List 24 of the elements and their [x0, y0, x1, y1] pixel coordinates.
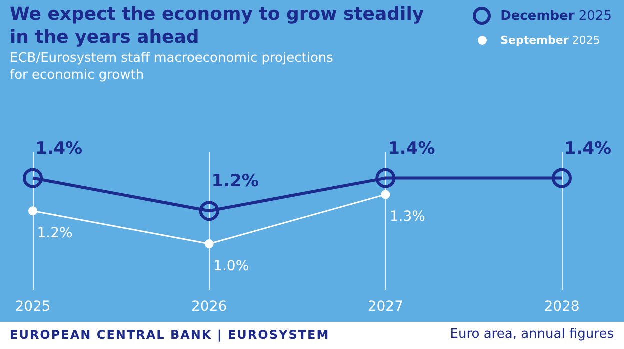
x-tick-label: 2026: [192, 299, 228, 315]
point: [381, 190, 390, 200]
data-label: 1.4%: [35, 138, 83, 159]
x-tick-label: 2027: [368, 299, 404, 315]
data-label: 1.4%: [388, 138, 436, 159]
point: [199, 201, 220, 222]
x-tick-label: 2028: [544, 299, 580, 315]
legend-label: December 2025: [500, 8, 612, 24]
point: [376, 168, 396, 188]
chart-subtitle: ECB/Eurosystem staff macroeconomic projections for economic growth: [10, 50, 334, 84]
point: [23, 168, 43, 188]
data-label: 1.2%: [212, 172, 259, 192]
data-label: 1.2%: [37, 226, 73, 242]
data-label: 1.0%: [214, 258, 250, 274]
legend-label: September 2025: [500, 34, 600, 46]
point: [204, 240, 214, 248]
data-label: 1.4%: [564, 138, 612, 159]
chart-title: We expect the economy to grow steadily in the years ahead: [10, 3, 426, 49]
text: Euro area, annual figures: [450, 327, 614, 342]
point: [552, 168, 572, 188]
text: EUROPEAN CENTRAL BANK | EUROSYSTEM: [10, 328, 330, 342]
data-label: 1.3%: [390, 209, 426, 226]
x-tick-label: 2025: [15, 299, 51, 315]
point: [28, 206, 38, 216]
